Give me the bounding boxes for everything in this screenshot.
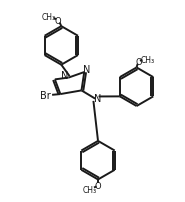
Text: N: N xyxy=(83,64,90,74)
Text: O: O xyxy=(95,181,101,190)
Text: O: O xyxy=(55,17,61,26)
Text: CH₃: CH₃ xyxy=(140,55,154,64)
Text: Br: Br xyxy=(40,90,51,100)
Text: N: N xyxy=(61,71,68,81)
Text: O: O xyxy=(135,58,142,67)
Text: CH₃: CH₃ xyxy=(41,13,55,22)
Text: CH₃: CH₃ xyxy=(83,185,97,194)
Text: N: N xyxy=(94,94,101,104)
